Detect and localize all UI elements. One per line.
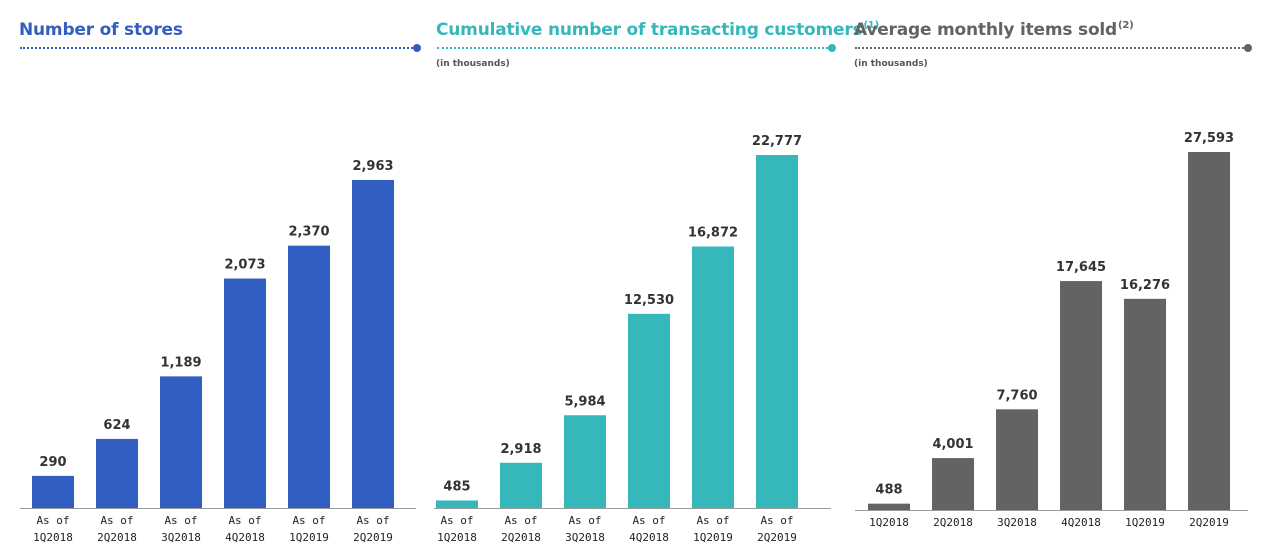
x-tick-label: As of (568, 514, 601, 527)
bar-as-of-2q2018 (96, 438, 138, 508)
bar-as-of-2q2019 (756, 155, 798, 508)
x-tick-label: 2Q2018 (501, 531, 541, 544)
x-tick-label: As of (440, 514, 473, 527)
bar-as-of-1q2018 (436, 500, 478, 508)
x-tick-label: As of (228, 514, 261, 527)
title-rule (855, 47, 1248, 49)
data-label: 2,370 (288, 225, 329, 240)
chart-title: Average monthly items sold(2) (854, 20, 1134, 40)
bar-2q2019 (1188, 152, 1230, 510)
bar-as-of-1q2019 (692, 246, 734, 508)
bar-chart: 488 1Q2018 4,001 2Q2018 7,760 3Q2018 17,645 4Q2… (855, 131, 1248, 529)
data-label: 17,645 (1056, 260, 1106, 275)
x-tick-label: As of (164, 514, 197, 527)
chart-title: Number of stores (19, 20, 184, 40)
x-tick-label: 1Q2018 (33, 531, 73, 544)
chart-panel-items-sold: Average monthly items sold(2) (in thousa… (845, 0, 1262, 545)
title-rule (20, 47, 416, 49)
bar-as-of-2q2019 (352, 180, 394, 508)
bar-as-of-3q2018 (564, 415, 606, 508)
chart-subtitle: (in thousands) (854, 59, 928, 69)
chart-title-text: Number of stores (19, 20, 183, 40)
chart-title-superscript: (1) (863, 20, 879, 32)
bar-chart: 485 As of 1Q2018 2,918 As of 2Q2018 5,984 As of… (434, 134, 831, 544)
x-tick-label: 3Q2018 (161, 531, 201, 544)
data-label: 7,760 (996, 388, 1037, 403)
bar-as-of-4q2018 (224, 278, 266, 508)
x-tick-label: As of (36, 514, 69, 527)
bar-chart: 290 As of 1Q2018 624 As of 2Q2018 1,189 As of 3Q… (20, 159, 416, 544)
title-rule (437, 47, 832, 49)
x-tick-label: As of (356, 514, 389, 527)
data-label: 2,918 (500, 442, 541, 457)
bar-as-of-4q2018 (628, 313, 670, 508)
x-tick-label: 3Q2018 (565, 531, 605, 544)
x-tick-label: 4Q2018 (1061, 516, 1101, 529)
data-label: 485 (443, 479, 470, 494)
x-tick-label: As of (632, 514, 665, 527)
title-rule-dot (828, 44, 836, 52)
data-label: 1,189 (160, 355, 201, 370)
x-tick-label: 4Q2018 (629, 531, 669, 544)
x-tick-label: 2Q2019 (353, 531, 393, 544)
x-tick-label: As of (696, 514, 729, 527)
bar-as-of-1q2019 (288, 245, 330, 508)
x-tick-label: As of (100, 514, 133, 527)
bar-1q2018 (868, 503, 910, 510)
chart-panel-customers: Cumulative number of transacting custome… (420, 0, 879, 545)
data-label: 488 (875, 483, 902, 498)
x-tick-label: As of (504, 514, 537, 527)
bar-as-of-2q2018 (500, 462, 542, 508)
bar-4q2018 (1060, 281, 1102, 510)
bar-1q2019 (1124, 298, 1166, 510)
x-tick-label: As of (760, 514, 793, 527)
bar-2q2018 (932, 458, 974, 510)
data-label: 290 (39, 455, 66, 470)
data-label: 4,001 (932, 437, 973, 452)
data-label: 16,872 (688, 226, 738, 241)
data-label: 5,984 (564, 394, 605, 409)
bar-as-of-1q2018 (32, 475, 74, 508)
title-rule-dot (1244, 44, 1252, 52)
x-tick-label: 2Q2018 (97, 531, 137, 544)
x-tick-label: 2Q2018 (933, 516, 973, 529)
x-tick-label: 1Q2019 (1125, 516, 1165, 529)
x-tick-label: 2Q2019 (1189, 516, 1229, 529)
data-label: 2,073 (224, 258, 265, 273)
x-tick-label: 2Q2019 (757, 531, 797, 544)
data-label: 12,530 (624, 293, 674, 308)
data-label: 2,963 (352, 159, 393, 174)
chart-title-text: Cumulative number of transacting custome… (436, 20, 863, 40)
chart-title-superscript: (2) (1118, 20, 1134, 32)
chart-panel-stores: Number of stores 290 As of 1Q2018 624 As of 2… (0, 0, 421, 545)
x-tick-label: 1Q2019 (693, 531, 733, 544)
chart-title: Cumulative number of transacting custome… (436, 20, 879, 40)
x-tick-label: 3Q2018 (997, 516, 1037, 529)
data-label: 22,777 (752, 134, 802, 149)
x-tick-label: 4Q2018 (225, 531, 265, 544)
x-tick-label: As of (292, 514, 325, 527)
chart-subtitle: (in thousands) (436, 59, 510, 69)
bar-3q2018 (996, 409, 1038, 510)
x-tick-label: 1Q2019 (289, 531, 329, 544)
data-label: 27,593 (1184, 131, 1234, 146)
bar-as-of-3q2018 (160, 376, 202, 508)
chart-title-text: Average monthly items sold (854, 20, 1118, 40)
data-label: 624 (103, 418, 130, 433)
x-tick-label: 1Q2018 (869, 516, 909, 529)
title-rule-dot (413, 44, 421, 52)
x-tick-label: 1Q2018 (437, 531, 477, 544)
data-label: 16,276 (1120, 278, 1170, 293)
